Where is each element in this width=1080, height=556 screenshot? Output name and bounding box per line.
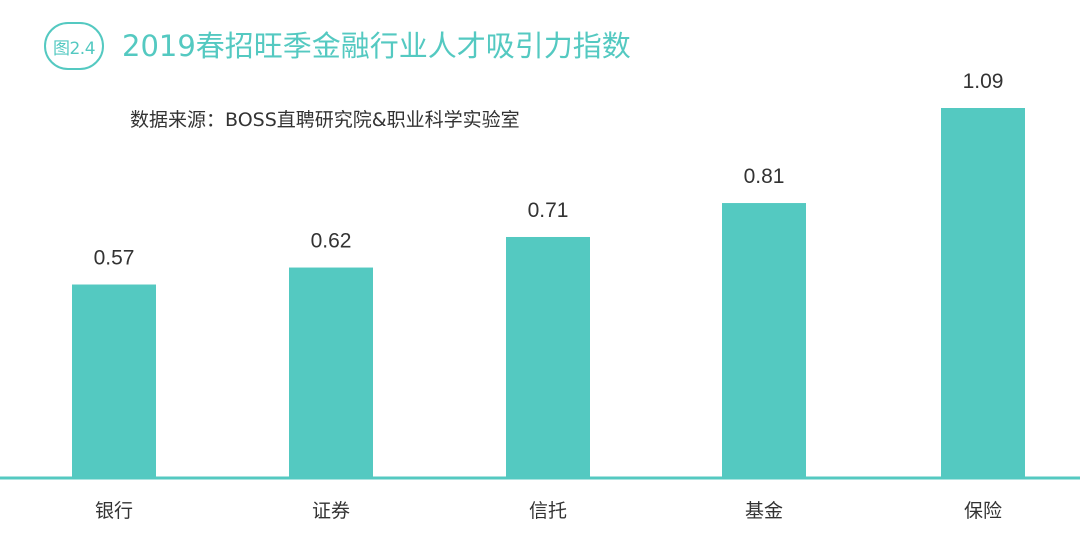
bar-value-label: 0.62: [311, 230, 352, 253]
value-labels-layer: 0.57 0.62 0.71 0.81 1.09: [94, 70, 1004, 270]
bar-4: [941, 108, 1025, 478]
bar-value-label: 1.09: [963, 70, 1004, 93]
bar-value-label: 0.71: [528, 199, 569, 222]
category-label: 信托: [529, 500, 567, 522]
bar-value-label: 0.57: [94, 247, 135, 270]
bar-0: [72, 284, 156, 478]
chart-title: 2019春招旺季金融行业人才吸引力指数: [122, 29, 631, 63]
category-label: 银行: [95, 500, 133, 522]
bar-1: [289, 267, 373, 478]
category-label: 保险: [964, 500, 1002, 522]
category-labels-layer: 银行 证券 信托 基金 保险: [95, 500, 1002, 522]
chart-source-note: 数据来源：BOSS直聘研究院&职业科学实验室: [130, 109, 520, 131]
category-label: 基金: [745, 500, 783, 522]
bars-layer: [72, 108, 1025, 478]
bar-3: [722, 203, 806, 478]
bar-value-label: 0.81: [744, 165, 785, 188]
category-label: 证券: [312, 500, 350, 522]
bar-2: [506, 236, 590, 478]
figure-number-badge: 图2.4: [44, 22, 104, 70]
